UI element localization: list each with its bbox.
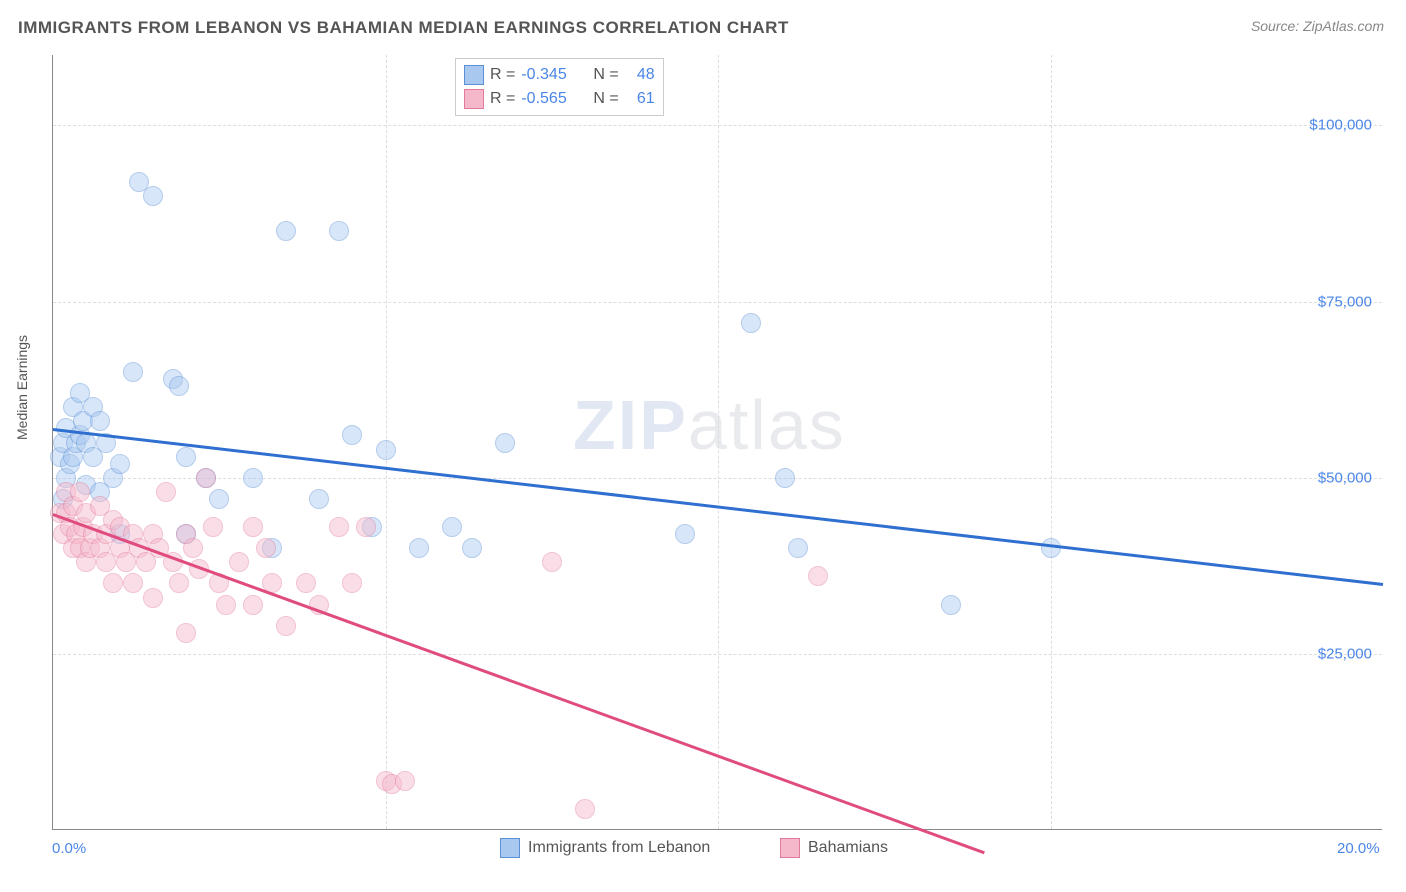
scatter-point: [276, 221, 296, 241]
n-value: 61: [625, 90, 655, 108]
scatter-point: [90, 411, 110, 431]
x-tick-label: 20.0%: [1337, 840, 1380, 857]
scatter-point: [123, 362, 143, 382]
legend-swatch: [500, 838, 520, 858]
scatter-point: [376, 440, 396, 460]
scatter-point: [196, 468, 216, 488]
y-tick-label: $50,000: [1318, 469, 1372, 486]
scatter-point: [183, 538, 203, 558]
x-gridline: [1051, 55, 1052, 829]
scatter-point: [575, 799, 595, 819]
scatter-point: [741, 313, 761, 333]
scatter-point: [243, 468, 263, 488]
n-label: N =: [593, 90, 618, 108]
scatter-point: [229, 552, 249, 572]
scatter-point: [409, 538, 429, 558]
n-value: 48: [625, 66, 655, 84]
scatter-point: [675, 524, 695, 544]
y-tick-label: $100,000: [1309, 117, 1372, 134]
scatter-point: [329, 517, 349, 537]
legend-swatch: [464, 65, 484, 85]
scatter-point: [256, 538, 276, 558]
scatter-point: [495, 433, 515, 453]
chart-title: IMMIGRANTS FROM LEBANON VS BAHAMIAN MEDI…: [18, 18, 789, 38]
watermark-light: atlas: [688, 386, 846, 464]
scatter-point: [243, 595, 263, 615]
watermark: ZIPatlas: [573, 385, 846, 465]
n-label: N =: [593, 66, 618, 84]
watermark-bold: ZIP: [573, 386, 688, 464]
scatter-point: [243, 517, 263, 537]
scatter-point: [808, 566, 828, 586]
scatter-point: [462, 538, 482, 558]
r-value: -0.565: [521, 90, 581, 108]
legend-swatch: [464, 89, 484, 109]
scatter-point: [176, 447, 196, 467]
scatter-point: [110, 454, 130, 474]
trend-line: [53, 513, 985, 854]
legend-item: Bahamians: [780, 838, 888, 858]
scatter-point: [941, 595, 961, 615]
r-value: -0.345: [521, 66, 581, 84]
scatter-point: [1041, 538, 1061, 558]
scatter-point: [143, 186, 163, 206]
scatter-point: [156, 482, 176, 502]
scatter-point: [123, 573, 143, 593]
source-label: Source: ZipAtlas.com: [1251, 18, 1384, 34]
scatter-point: [442, 517, 462, 537]
legend-swatch: [780, 838, 800, 858]
x-gridline: [718, 55, 719, 829]
correlation-row: R = -0.345 N = 48: [464, 63, 655, 87]
scatter-point: [342, 425, 362, 445]
scatter-point: [788, 538, 808, 558]
y-tick-label: $75,000: [1318, 293, 1372, 310]
legend-item: Immigrants from Lebanon: [500, 838, 710, 858]
scatter-point: [309, 489, 329, 509]
scatter-point: [542, 552, 562, 572]
scatter-point: [356, 517, 376, 537]
scatter-point: [143, 588, 163, 608]
scatter-point: [169, 376, 189, 396]
scatter-point: [342, 573, 362, 593]
scatter-point: [203, 517, 223, 537]
scatter-point: [103, 573, 123, 593]
r-label: R =: [490, 66, 515, 84]
scatter-point: [329, 221, 349, 241]
legend-label: Immigrants from Lebanon: [528, 839, 710, 857]
scatter-point: [209, 489, 229, 509]
y-axis-label: Median Earnings: [14, 335, 30, 440]
scatter-point: [395, 771, 415, 791]
scatter-point: [296, 573, 316, 593]
scatter-point: [176, 623, 196, 643]
legend-label: Bahamians: [808, 839, 888, 857]
r-label: R =: [490, 90, 515, 108]
scatter-point: [775, 468, 795, 488]
scatter-point: [216, 595, 236, 615]
scatter-point: [169, 573, 189, 593]
correlation-legend: R = -0.345 N = 48 R = -0.565 N = 61: [455, 58, 664, 116]
x-tick-label: 0.0%: [52, 840, 86, 857]
y-tick-label: $25,000: [1318, 645, 1372, 662]
scatter-point: [276, 616, 296, 636]
correlation-row: R = -0.565 N = 61: [464, 87, 655, 111]
scatter-point: [70, 482, 90, 502]
chart-plot-area: ZIPatlas $25,000 $50,000 $75,000 $100,000: [52, 55, 1382, 830]
